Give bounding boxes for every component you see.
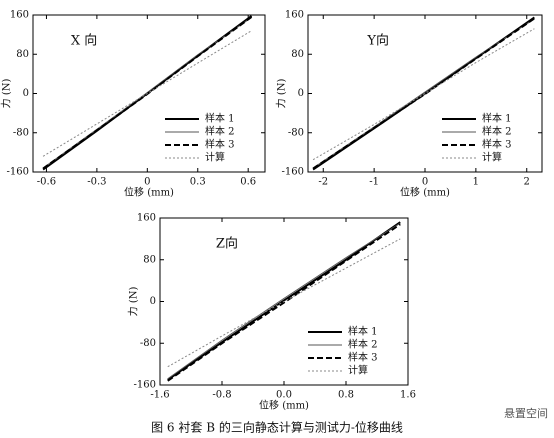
x-tick-label: -1.6 [150,390,169,401]
series-line [312,17,535,170]
legend-label: 样本 2 [348,338,378,351]
y-tick-label: -80 [288,127,304,138]
x-tick-label: 0.3 [190,177,206,188]
y-tick-label: 0 [298,88,304,99]
x-tick-label: 1.6 [400,390,416,401]
y-tick-label: 80 [291,49,304,60]
x-tick-label: 0.6 [240,177,256,188]
series-line [167,223,401,382]
legend-label: 样本 2 [482,125,512,138]
legend-label: 样本 2 [205,125,235,138]
x-axis-label: 位移 (mm) [259,399,309,412]
series-line [167,238,401,368]
legend-label: 样本 1 [348,325,378,338]
x-tick-label: 1 [473,177,479,188]
chart-title: Z向 [216,236,238,252]
y-tick-label: -160 [282,167,304,178]
legend-label: 计算 [205,151,225,164]
legend-label: 样本 3 [348,351,378,364]
x-tick-label: 0.0 [276,390,292,401]
y-tick-label: 0 [23,88,29,99]
legend-label: 样本 1 [205,112,235,125]
legend-label: 计算 [482,151,502,164]
legend-label: 样本 1 [482,112,512,125]
series-line [312,28,535,161]
y-tick-label: -160 [7,167,29,178]
series-line [167,222,401,380]
y-axis-label: 力 (N) [127,287,140,317]
chart-title: Y向 [366,33,389,49]
caption: 图 6 衬套 B 的三向静态计算与测试力-位移曲线 [151,420,403,435]
y-tick-label: 0 [150,296,156,307]
x-tick-label: -0.3 [87,177,106,188]
x-tick-label: 2 [524,177,530,188]
y-tick-label: -80 [13,127,29,138]
legend-label: 计算 [348,364,368,377]
y-tick-label: 160 [10,10,29,21]
series-line [167,221,401,381]
legend-label: 样本 3 [205,138,235,151]
series-line [42,17,252,169]
x-tick-label: 0 [144,177,150,188]
x-tick-label: -0.6 [37,177,56,188]
chart-title: X 向 [71,33,97,49]
y-tick-label: 80 [16,49,29,60]
y-tick-label: 160 [137,213,156,224]
y-tick-label: -160 [134,380,156,391]
x-tick-label: -1 [369,177,379,188]
y-tick-label: 80 [143,254,156,265]
x-tick-label: 0 [422,177,428,188]
watermark: 悬置空间 [504,406,548,420]
legend-label: 样本 3 [482,138,512,151]
x-tick-label: -0.8 [212,390,231,401]
y-tick-label: 160 [285,10,304,21]
series-line [42,30,252,157]
x-axis-label: 位移 (mm) [124,186,174,199]
x-tick-label: -2 [318,177,328,188]
y-tick-label: -80 [140,338,156,349]
x-axis-label: 位移 (mm) [400,186,450,199]
y-axis-label: 力 (N) [0,79,13,109]
x-tick-label: 0.8 [338,390,354,401]
y-axis-label: 力 (N) [275,79,288,109]
